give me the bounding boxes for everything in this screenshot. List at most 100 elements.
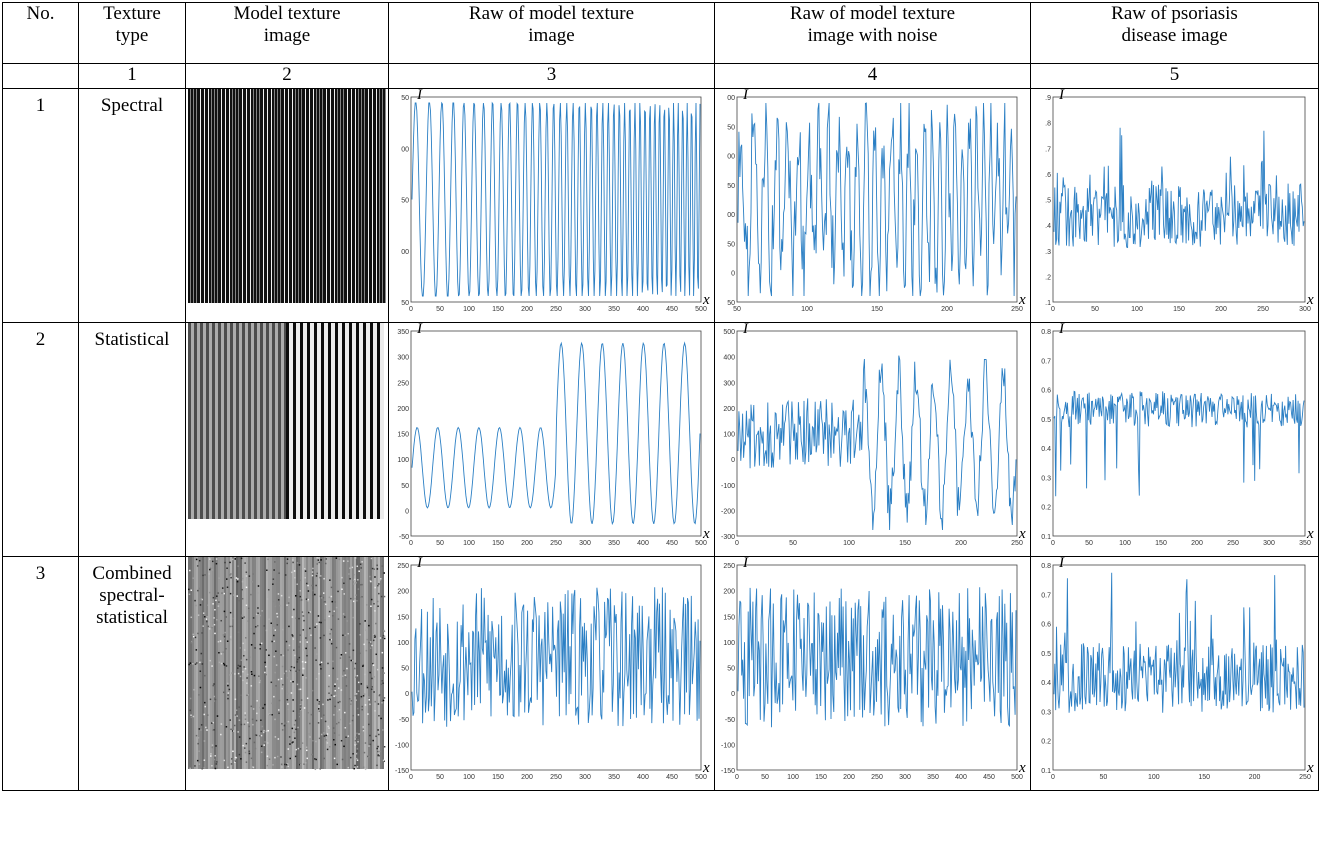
x-tick-label: 250: [550, 306, 562, 313]
plot-cell: 500 400 300 200 100 0 -100 -200 -300 0 50 100 150 200…: [714, 322, 1031, 557]
y-tick-label: .7: [1045, 146, 1051, 153]
y-tick-label: 00: [727, 212, 735, 219]
x-tick-label: 250: [1011, 540, 1023, 547]
y-axis-label: I: [742, 557, 749, 571]
texture-pattern: [188, 89, 386, 303]
x-tick-label: 300: [579, 774, 591, 781]
header-texture-type: Texture type: [78, 2, 186, 64]
x-tick-label: 400: [637, 306, 649, 313]
y-tick-label: -200: [721, 508, 735, 515]
y-tick-label: 250: [397, 380, 409, 387]
x-tick-label: 300: [1299, 306, 1311, 313]
y-tick-label: -150: [395, 768, 409, 775]
x-axis-label: x: [1018, 760, 1026, 776]
x-tick-label: 500: [695, 540, 707, 547]
y-tick-label: 0.2: [1041, 739, 1051, 746]
y-tick-label: 0.3: [1041, 475, 1051, 482]
y-tick-label: 00: [401, 146, 409, 153]
texture-type: Combined spectral-statistical: [78, 556, 186, 791]
y-tick-label: -50: [399, 534, 409, 541]
x-tick-label: 150: [492, 306, 504, 313]
y-tick-label: 250: [723, 563, 735, 570]
x-tick-label: 0: [1051, 306, 1055, 313]
y-tick-label: .2: [1045, 274, 1051, 281]
plot-psoriasis: .9 .8 .7 .6 .5 .4 .3 .2 .10 50 100 150 200 250 300 Ix: [1045, 90, 1314, 314]
y-tick-label: -100: [395, 742, 409, 749]
x-tick-label: 200: [1249, 774, 1261, 781]
x-tick-label: 250: [1011, 306, 1023, 313]
header-raw-psoriasis: Raw of psoriasis disease image: [1030, 2, 1319, 64]
texture-image-cell: [185, 322, 389, 557]
y-tick-label: 0.8: [1041, 329, 1051, 336]
texture-type: Statistical: [78, 322, 186, 557]
x-tick-label: 200: [521, 774, 533, 781]
y-tick-label: .3: [1045, 249, 1051, 256]
y-tick-label: 100: [397, 640, 409, 647]
y-tick-label: 0.4: [1041, 680, 1051, 687]
plot-cell: 250 200 150 100 50 0 -50 -100 -150 0 50 100 150 200 25…: [714, 556, 1031, 791]
y-tick-label: 0: [731, 457, 735, 464]
x-axis-label: x: [1018, 526, 1026, 542]
texture-type: Spectral: [78, 88, 186, 323]
y-tick-label: 100: [723, 432, 735, 439]
column-number: 1: [78, 63, 186, 89]
x-tick-label: 250: [550, 540, 562, 547]
x-tick-label: 100: [843, 540, 855, 547]
y-tick-label: 50: [727, 124, 735, 131]
y-tick-label: 50: [727, 666, 735, 673]
x-tick-label: 50: [436, 306, 444, 313]
y-tick-label: 0.1: [1041, 534, 1051, 541]
header-no: No.: [2, 2, 79, 64]
series-line: [1053, 390, 1305, 497]
x-tick-label: 300: [899, 774, 911, 781]
column-number: 2: [185, 63, 389, 89]
texture-pattern: [188, 323, 384, 519]
x-tick-label: 450: [983, 774, 995, 781]
x-tick-label: 150: [492, 774, 504, 781]
table-row: 2 Statistical 350 300 250 200 150 100 50 0 -50 0 5…: [2, 322, 1319, 557]
header-raw-noise: Raw of model texture image with noise: [714, 2, 1031, 64]
x-axis-label: x: [1306, 760, 1314, 776]
texture-image-combined: [188, 557, 386, 771]
x-tick-label: 0: [409, 774, 413, 781]
x-tick-label: 450: [666, 540, 678, 547]
column-number: [2, 63, 79, 89]
x-tick-label: 50: [436, 774, 444, 781]
y-tick-label: 50: [401, 300, 409, 307]
table-row: 3 Combined spectral-statistical 250 200 150…: [2, 556, 1319, 791]
y-tick-label: .8: [1045, 121, 1051, 128]
x-tick-label: 50: [436, 540, 444, 547]
x-tick-label: 50: [1091, 306, 1099, 313]
y-tick-label: 0.7: [1041, 592, 1051, 599]
x-tick-label: 150: [1173, 306, 1185, 313]
x-tick-label: 300: [579, 306, 591, 313]
y-tick-label: -50: [399, 717, 409, 724]
x-tick-label: 0: [1051, 774, 1055, 781]
y-tick-label: 0.4: [1041, 446, 1051, 453]
header-row: No. Texture type Model texture image Raw o…: [2, 2, 1319, 64]
y-tick-label: 150: [723, 614, 735, 621]
y-tick-label: 200: [723, 589, 735, 596]
x-tick-label: 50: [1100, 774, 1108, 781]
x-axis-label: x: [1018, 292, 1026, 308]
x-tick-label: 150: [1155, 540, 1167, 547]
x-axis-label: x: [702, 760, 710, 776]
series-line: [1053, 572, 1305, 713]
y-axis-label: I: [1058, 323, 1065, 337]
y-tick-label: 0: [405, 691, 409, 698]
x-tick-label: 350: [608, 540, 620, 547]
x-tick-label: 450: [666, 306, 678, 313]
y-tick-label: .1: [1045, 300, 1051, 307]
series-line: [411, 101, 701, 297]
x-tick-label: 0: [735, 540, 739, 547]
y-tick-label: -150: [721, 768, 735, 775]
y-tick-label: 0.6: [1041, 622, 1051, 629]
y-tick-label: 200: [397, 406, 409, 413]
y-tick-label: 0: [405, 508, 409, 515]
x-tick-label: 0: [409, 306, 413, 313]
x-tick-label: 50: [761, 774, 769, 781]
y-tick-label: .9: [1045, 95, 1051, 102]
